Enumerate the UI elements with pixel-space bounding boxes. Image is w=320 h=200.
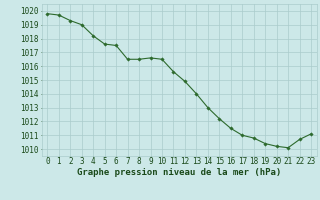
X-axis label: Graphe pression niveau de la mer (hPa): Graphe pression niveau de la mer (hPa) xyxy=(77,168,281,177)
